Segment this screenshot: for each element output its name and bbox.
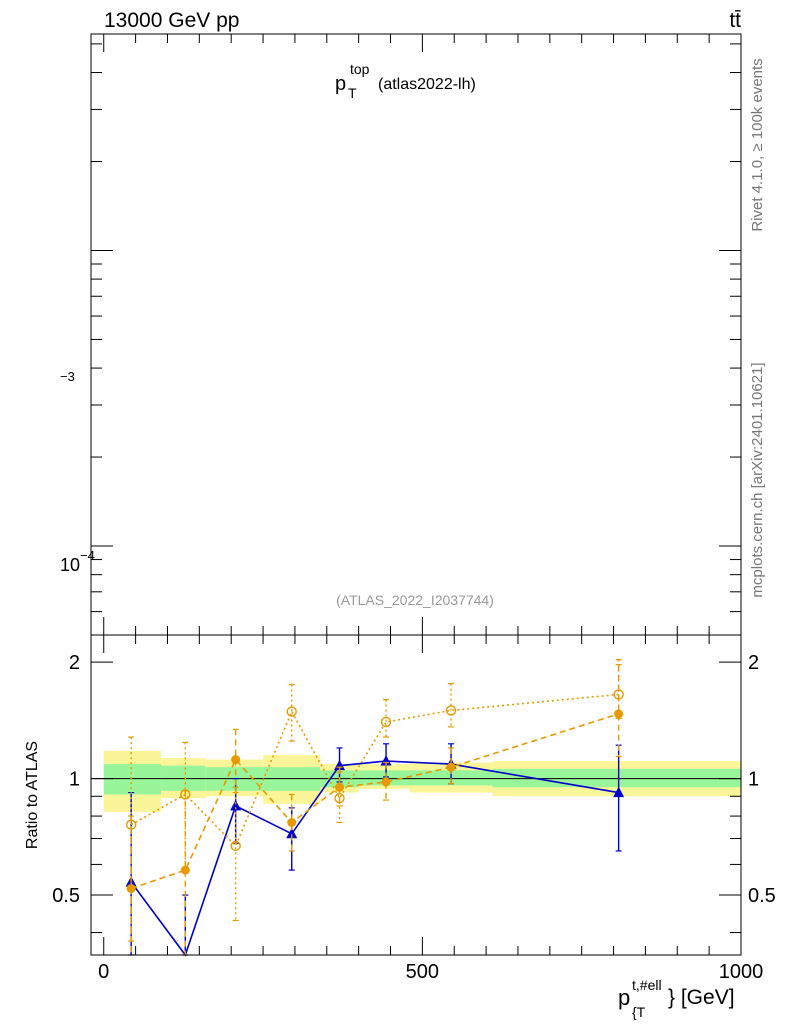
data-point-open-circle bbox=[230, 840, 241, 852]
data-point-circle bbox=[446, 762, 456, 772]
data-point-open-circle bbox=[380, 716, 392, 728]
series-line bbox=[130, 713, 619, 890]
x-axis-label-sub: {T bbox=[632, 1004, 646, 1020]
main-ytick-label-1e-4: 10 bbox=[60, 555, 80, 575]
data-point-open-circle bbox=[613, 689, 624, 700]
main-y-ticks bbox=[91, 34, 742, 636]
beam-label: 13000 GeV pp bbox=[104, 9, 239, 32]
process-label: tt̄ bbox=[729, 9, 741, 32]
x-axis-label-suffix: } [GeV] bbox=[668, 986, 735, 1009]
stat-uncertainty-band bbox=[103, 764, 162, 795]
main-panel-frame bbox=[90, 33, 742, 636]
series-line bbox=[130, 760, 619, 957]
main-title-suffix: (atlas2022-lh) bbox=[378, 76, 476, 93]
ratio-ytick-label-right: 1 bbox=[748, 769, 759, 791]
x-axis-label-sup: t,#ell bbox=[632, 977, 662, 993]
data-point-open-circle bbox=[125, 819, 137, 830]
x-axis-label-base: p bbox=[618, 985, 630, 1010]
data-point-triangle bbox=[286, 827, 298, 839]
data-point-open-circle bbox=[180, 789, 191, 800]
ratio-panel-frame bbox=[90, 634, 742, 956]
ratio-tick-labels: 0.5 0.5 1 1 2 2 0 500 1000 bbox=[52, 652, 776, 983]
data-point-open-circle bbox=[445, 705, 457, 716]
ratio-ytick-label-right: 2 bbox=[748, 652, 759, 674]
data-point-circle bbox=[180, 865, 190, 875]
data-point-circle bbox=[614, 709, 624, 719]
data-point-circle bbox=[231, 755, 241, 765]
analysis-tag: (ATLAS_2022_I2037744) bbox=[336, 592, 494, 608]
stat-uncertainty-band bbox=[492, 768, 741, 788]
ratio-ytick-label-left: 2 bbox=[69, 652, 80, 674]
ratio-series-group bbox=[125, 658, 625, 957]
main-title-sub: T bbox=[348, 85, 357, 101]
ratio-ytick-label-left: 0.5 bbox=[52, 885, 80, 907]
data-point-open-circle bbox=[334, 792, 345, 804]
data-point-triangle bbox=[230, 799, 242, 811]
ratio-xtick-label: 0 bbox=[98, 961, 109, 983]
data-point-circle bbox=[287, 818, 297, 828]
ratio-ytick-label-right: 0.5 bbox=[748, 885, 776, 907]
main-title-base: p bbox=[335, 73, 346, 95]
main-ytick-1e-4-exp: −4 bbox=[80, 548, 95, 563]
data-point-triangle bbox=[613, 786, 625, 798]
source-label: mcplots.cern.ch [arXiv:2401.10621] bbox=[749, 362, 766, 597]
main-title-sup: top bbox=[350, 61, 370, 77]
series-2 bbox=[126, 664, 624, 956]
main-title: p bbox=[335, 73, 346, 95]
data-point-open-circle bbox=[286, 706, 297, 717]
uncertainty-bands bbox=[103, 750, 741, 812]
main-ytick-1e-4-base: 10 bbox=[60, 555, 80, 575]
ratio-ylabel: Ratio to ATLAS bbox=[24, 741, 41, 849]
data-point-circle bbox=[381, 777, 391, 787]
main-ytick-1e-3-exp: −3 bbox=[60, 369, 75, 384]
ratio-xtick-label: 500 bbox=[406, 961, 439, 983]
ratio-ytick-label-left: 1 bbox=[69, 769, 80, 791]
ratio-ticks bbox=[91, 635, 742, 955]
rivet-version-label: Rivet 4.1.0, ≥ 100k events bbox=[749, 58, 766, 231]
series-3 bbox=[125, 658, 624, 942]
ratio-xtick-label: 1000 bbox=[719, 961, 764, 983]
